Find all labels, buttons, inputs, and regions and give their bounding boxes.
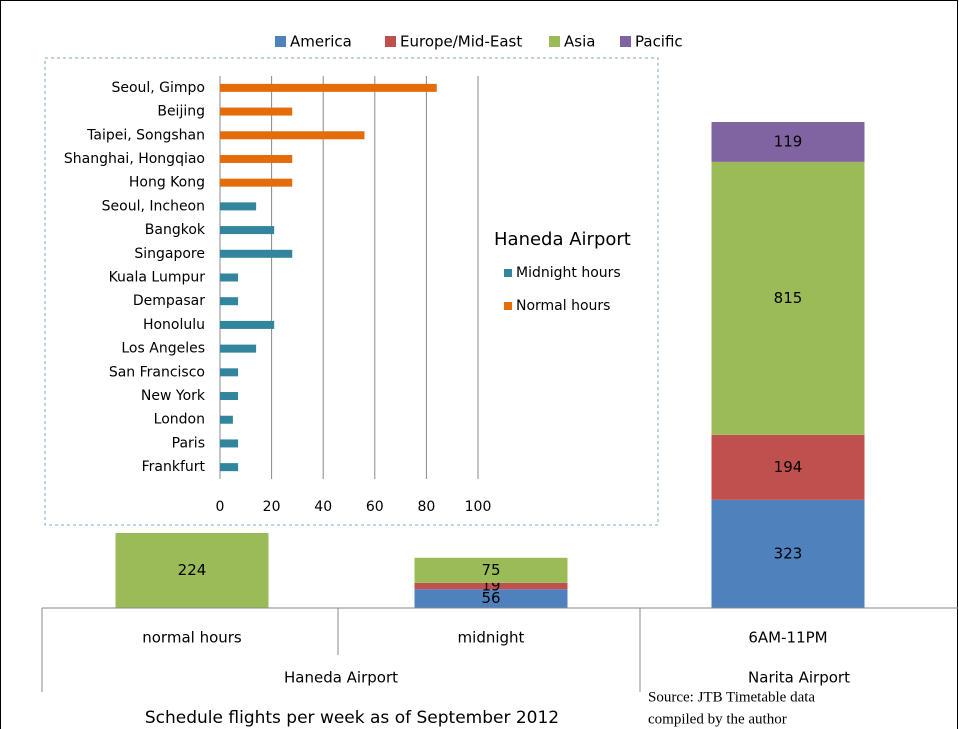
legend-label: Europe/Mid-East xyxy=(400,33,522,51)
bar-segment xyxy=(711,499,865,608)
x-tick-label: 40 xyxy=(314,499,332,515)
value-label: 224 xyxy=(178,561,207,579)
legend-swatch xyxy=(504,302,512,310)
bar xyxy=(220,297,239,306)
bar xyxy=(220,83,437,92)
bar xyxy=(220,154,293,163)
y-tick-label: Kuala Lumpur xyxy=(109,270,206,286)
x-axis-title: Schedule flights per week as of Septembe… xyxy=(145,708,559,728)
legend-label: Midnight hours xyxy=(516,265,621,281)
x-tick-label: 6AM-11PM xyxy=(748,629,827,647)
x-tick-label: midnight xyxy=(458,629,525,647)
value-label: 815 xyxy=(774,289,803,307)
y-tick-label: Honolulu xyxy=(143,317,205,333)
source-note: compiled by the author xyxy=(648,711,787,727)
legend-title: Haneda Airport xyxy=(494,229,631,250)
value-label: 194 xyxy=(774,458,803,476)
value-label: 56 xyxy=(481,589,500,607)
bar-segment xyxy=(414,589,568,608)
y-tick-label: Paris xyxy=(172,435,205,451)
y-tick-label: Seoul, Gimpo xyxy=(111,80,205,96)
bar xyxy=(220,392,239,401)
x-tick-label: 20 xyxy=(263,499,281,515)
legend-swatch xyxy=(504,269,512,277)
source-note: Source: JTB Timetable data xyxy=(648,689,815,705)
y-tick-label: Taipei, Songshan xyxy=(86,127,205,143)
bar-segment xyxy=(115,532,269,608)
legend-label: Pacific xyxy=(635,33,683,51)
bar xyxy=(220,368,239,377)
y-tick-label: San Francisco xyxy=(109,364,205,380)
legend-label: Asia xyxy=(564,33,595,51)
group-label: Narita Airport xyxy=(748,669,850,687)
y-tick-label: Seoul, Incheon xyxy=(102,198,205,214)
bar xyxy=(220,178,293,187)
bar xyxy=(220,226,275,235)
bar xyxy=(220,249,293,258)
y-tick-label: Shanghai, Hongqiao xyxy=(64,151,205,167)
bar xyxy=(220,344,257,353)
y-tick-label: Singapore xyxy=(134,246,205,262)
y-tick-label: Frankfurt xyxy=(142,459,206,475)
y-tick-label: Los Angeles xyxy=(121,341,205,357)
group-label: Haneda Airport xyxy=(284,669,398,687)
y-tick-label: Bangkok xyxy=(145,222,206,238)
bar-segment xyxy=(711,434,865,500)
bar xyxy=(220,415,233,424)
bar xyxy=(220,273,239,282)
bar-segment xyxy=(711,122,865,162)
value-label: 323 xyxy=(774,544,803,562)
y-tick-label: Hong Kong xyxy=(129,175,205,191)
y-tick-label: Dempasar xyxy=(133,293,205,309)
bar xyxy=(220,320,275,329)
bar-segment xyxy=(414,557,568,583)
bar-segment xyxy=(711,161,865,435)
legend-swatch xyxy=(549,36,560,47)
x-tick-label: 100 xyxy=(465,499,492,515)
bar xyxy=(220,107,293,116)
x-tick-label: 60 xyxy=(366,499,384,515)
x-tick-label: normal hours xyxy=(142,629,242,647)
bar xyxy=(220,439,239,448)
legend-swatch xyxy=(275,36,286,47)
bar xyxy=(220,463,239,472)
y-tick-label: Beijing xyxy=(157,104,205,120)
x-tick-label: 0 xyxy=(216,499,225,515)
legend-swatch xyxy=(620,36,631,47)
x-tick-label: 80 xyxy=(417,499,435,515)
legend-swatch xyxy=(385,36,396,47)
value-label: 119 xyxy=(774,132,803,150)
legend-label: America xyxy=(290,33,352,51)
bar-segment xyxy=(414,582,568,590)
value-label: 75 xyxy=(481,561,500,579)
y-tick-label: London xyxy=(154,412,205,428)
legend-label: Normal hours xyxy=(516,298,610,314)
bar xyxy=(220,131,365,140)
bar xyxy=(220,202,257,211)
y-tick-label: New York xyxy=(141,388,206,404)
